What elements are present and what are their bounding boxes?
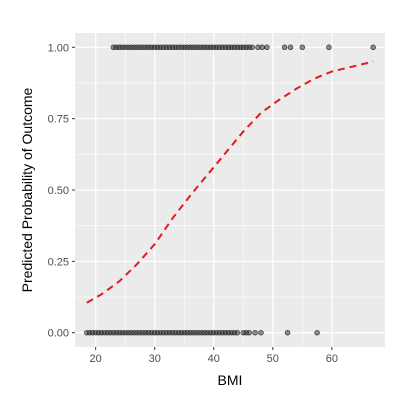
data-point	[258, 329, 264, 336]
x-tick-label: 40	[208, 353, 220, 365]
predicted-probability-curve	[86, 60, 374, 304]
data-point	[284, 329, 291, 336]
data-point	[249, 44, 255, 51]
x-tick-label: 50	[267, 353, 279, 365]
data-points	[84, 44, 376, 336]
x-tick-label: 20	[90, 353, 102, 365]
data-point	[252, 329, 258, 336]
x-axis-title: BMI	[218, 372, 243, 388]
y-axis-ticks: 0.00 0.25 0.50 0.75 1.00	[48, 42, 75, 340]
data-point	[299, 44, 306, 51]
x-tick-label: 30	[149, 353, 161, 365]
data-point	[281, 44, 288, 51]
y-tick-label: 0.50	[48, 185, 69, 197]
data-point	[287, 44, 294, 51]
data-point	[370, 44, 376, 51]
data-point	[264, 44, 270, 51]
y-tick-label: 0.25	[48, 256, 69, 268]
y-axis-title: Predicted Probability of Outcome	[19, 87, 35, 292]
y-tick-label: 0.75	[48, 114, 69, 126]
data-point	[326, 44, 332, 51]
x-tick-label: 60	[326, 353, 338, 365]
data-point	[314, 329, 320, 336]
y-tick-label: 1.00	[48, 42, 69, 54]
x-axis-ticks: 20 30 40 50 60	[90, 347, 338, 365]
data-point	[259, 44, 265, 51]
y-tick-label: 0.00	[48, 328, 69, 340]
data-point	[234, 329, 241, 336]
data-point	[246, 329, 252, 336]
